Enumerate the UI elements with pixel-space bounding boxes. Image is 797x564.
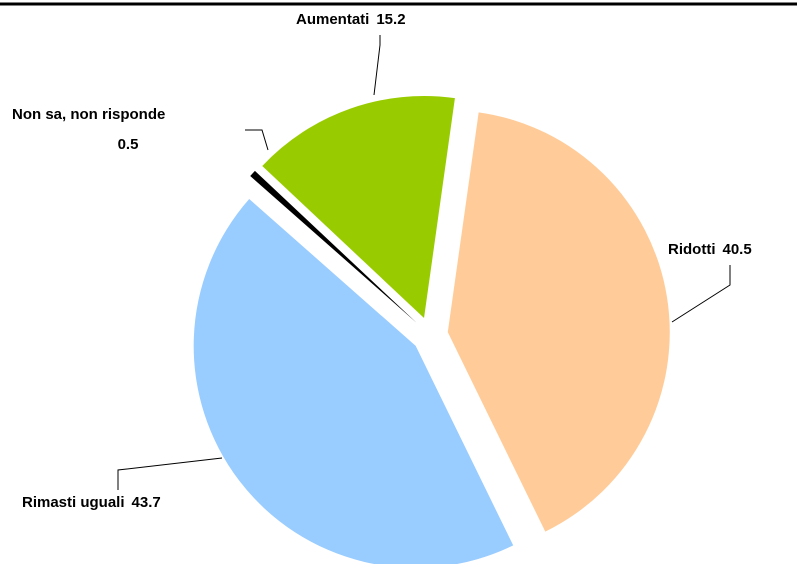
leader-line (373, 35, 381, 96)
slice-label: Non sa, non risponde (12, 106, 165, 123)
slice-label: Aumentati (296, 11, 369, 28)
slice-label: Ridotti (668, 241, 715, 258)
slice-value: 15.2 (376, 11, 405, 28)
slice-value: 43.7 (132, 494, 161, 511)
pie-slice (250, 170, 417, 323)
leader-line (245, 129, 269, 151)
pie-slice (447, 112, 670, 532)
leader-line (117, 457, 223, 490)
leader-line (671, 265, 731, 323)
slice-label: Rimasti uguali (22, 494, 125, 511)
pie-slice (262, 96, 455, 319)
slice-value: 40.5 (722, 241, 751, 258)
pie-slice (193, 199, 514, 564)
slice-value: 0.5 (118, 136, 139, 153)
